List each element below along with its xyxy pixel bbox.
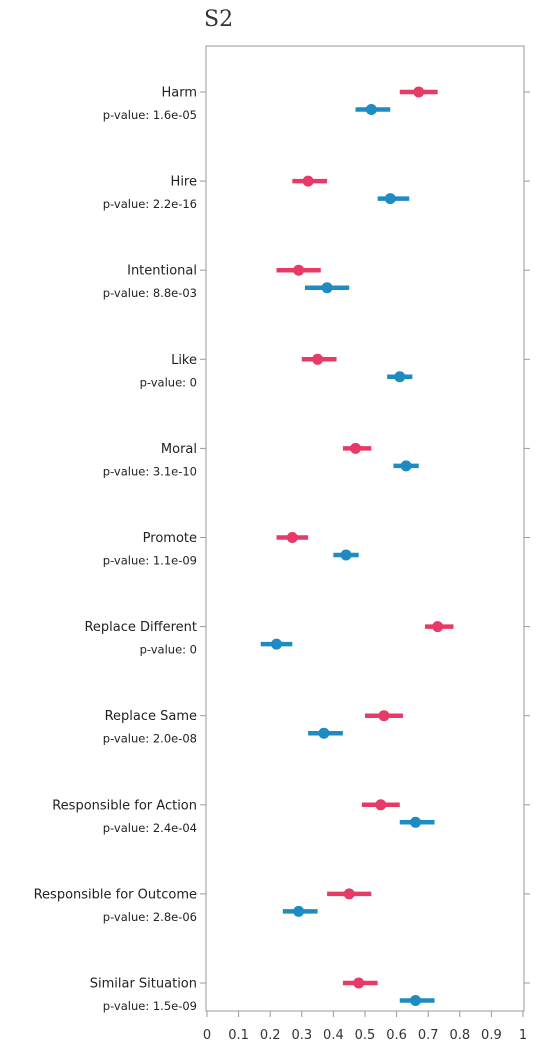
p-value-label: p-value: 3.1e-10	[103, 464, 197, 478]
data-point	[410, 995, 422, 1006]
category-label: Responsible for Outcome	[34, 887, 197, 902]
x-tick-label: 0.2	[260, 1028, 281, 1043]
data-point	[318, 727, 330, 739]
data-point	[400, 460, 412, 472]
x-axis: 0 0.1 0.2 0.3 0.4 0.5 0.6 0.7 0.8 0.9 1	[203, 1011, 527, 1043]
data-point	[410, 816, 422, 828]
data-point	[353, 977, 365, 989]
x-tick-label: 0.3	[291, 1028, 312, 1043]
data-point	[312, 353, 324, 365]
data-point	[384, 193, 396, 205]
p-value-label: p-value: 0	[140, 643, 197, 657]
x-tick-label: 0	[203, 1028, 211, 1043]
x-tick-label: 0.1	[228, 1028, 249, 1043]
data-point	[365, 104, 377, 115]
p-value-label: p-value: 8.8e-03	[103, 286, 197, 300]
category-label: Replace Different	[84, 620, 197, 635]
data-point	[343, 888, 355, 900]
x-tick-label: 0.7	[418, 1028, 439, 1043]
data-point	[413, 86, 425, 98]
data-point	[350, 442, 362, 454]
category-label: Moral	[161, 442, 197, 457]
category-label: Like	[171, 353, 197, 368]
data-point	[271, 638, 283, 650]
p-value-label: p-value: 0	[140, 375, 197, 389]
x-tick-label: 0.6	[386, 1028, 407, 1043]
p-value-label: p-value: 1.5e-09	[103, 999, 197, 1013]
x-tick-label: 0.4	[323, 1028, 344, 1043]
category-label: Intentional	[127, 264, 197, 279]
category-label: Similar Situation	[90, 977, 197, 992]
p-value-label: p-value: 2.4e-04	[103, 821, 197, 835]
x-tick-label: 1	[519, 1028, 527, 1043]
data-point	[375, 799, 387, 811]
data-marks	[260, 86, 454, 1006]
x-tick-label: 0.5	[355, 1028, 376, 1043]
p-value-label: p-value: 1.1e-09	[103, 554, 197, 568]
data-point	[340, 549, 352, 561]
p-value-label: p-value: 1.6e-05	[103, 108, 197, 122]
data-point	[293, 264, 305, 276]
category-label: Harm	[161, 86, 197, 101]
data-point	[378, 710, 390, 722]
p-value-label: p-value: 2.2e-16	[103, 197, 197, 211]
category-label: Responsible for Action	[52, 798, 197, 813]
data-point	[286, 532, 298, 543]
x-tick-label: 0.9	[481, 1028, 502, 1043]
data-point	[432, 621, 444, 633]
category-label: Promote	[143, 531, 197, 546]
category-labels: Harm p-value: 1.6e-05 Hire p-value: 2.2e-16…	[34, 86, 530, 1013]
p-value-label: p-value: 2.8e-06	[103, 910, 197, 924]
data-point	[394, 371, 406, 383]
data-point	[321, 282, 333, 294]
chart-title: S2	[204, 7, 233, 32]
data-point	[293, 905, 305, 917]
data-point	[302, 175, 314, 187]
x-tick-label: 0.8	[449, 1028, 470, 1043]
p-value-label: p-value: 2.0e-08	[103, 732, 197, 746]
category-label: Hire	[171, 175, 197, 190]
plot-frame	[205, 45, 525, 1012]
category-label: Replace Same	[105, 709, 197, 724]
